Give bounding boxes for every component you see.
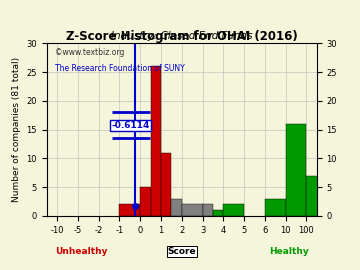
Bar (223, 204, 244, 216)
Text: Score: Score (167, 247, 196, 256)
Bar (150, 66, 161, 216)
Text: Unhealthy: Unhealthy (55, 247, 107, 256)
Bar (213, 210, 223, 216)
Text: Industry: Closed End Funds: Industry: Closed End Funds (111, 32, 253, 42)
Bar (203, 204, 213, 216)
Bar (140, 187, 150, 216)
Text: -0.6114: -0.6114 (112, 121, 150, 130)
Bar (171, 199, 182, 216)
Bar (265, 199, 285, 216)
Bar (306, 176, 327, 216)
Bar (120, 204, 140, 216)
Text: ©www.textbiz.org: ©www.textbiz.org (55, 48, 124, 58)
Bar (285, 124, 306, 216)
Title: Z-Score Histogram for OHAI (2016): Z-Score Histogram for OHAI (2016) (66, 30, 298, 43)
Bar (182, 204, 203, 216)
Y-axis label: Number of companies (81 total): Number of companies (81 total) (12, 57, 21, 202)
Text: Healthy: Healthy (269, 247, 309, 256)
Text: The Research Foundation of SUNY: The Research Foundation of SUNY (55, 64, 185, 73)
Bar (161, 153, 171, 216)
